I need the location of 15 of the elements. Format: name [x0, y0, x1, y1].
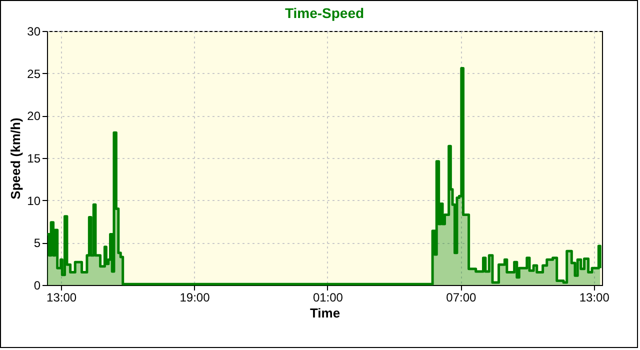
x-tick-label: 13:00: [46, 290, 77, 304]
x-tick-label: 19:00: [180, 290, 210, 304]
y-tick-label: 0: [34, 278, 41, 292]
y-tick-label: 30: [27, 24, 41, 38]
y-tick-label: 10: [27, 194, 41, 208]
y-axis-title: Speed (km/h): [8, 118, 24, 200]
x-tick-label: 13:00: [579, 290, 610, 304]
x-tick-label: 01:00: [312, 290, 344, 304]
y-tick-label: 15: [27, 152, 41, 166]
y-tick-label: 20: [27, 109, 41, 124]
chart-title: Time-Speed: [284, 5, 364, 21]
x-axis-title: Time: [310, 306, 340, 320]
x-tick-label: 07:00: [446, 290, 476, 304]
y-tick-label: 25: [27, 66, 41, 81]
y-tick-label: 5: [34, 236, 41, 250]
